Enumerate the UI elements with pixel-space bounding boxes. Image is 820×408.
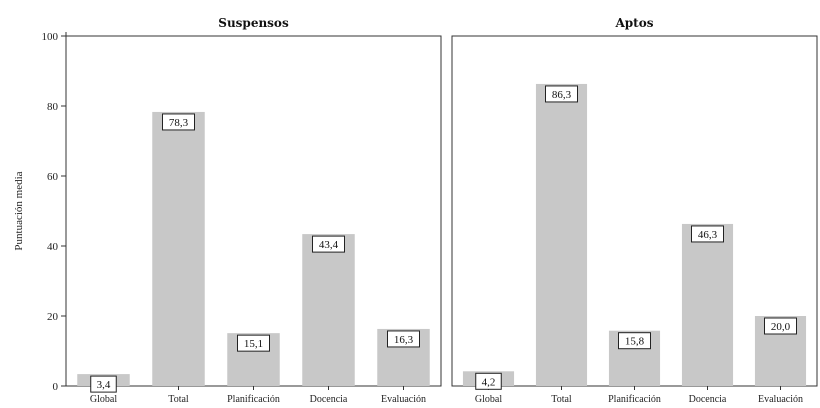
category-label: Total bbox=[551, 394, 572, 405]
y-tick-label: 20 bbox=[47, 311, 59, 323]
bar bbox=[535, 83, 588, 386]
data-label: 43,4 bbox=[319, 239, 339, 251]
data-label: 4,2 bbox=[482, 376, 496, 388]
data-label: 20,0 bbox=[771, 321, 791, 333]
bar bbox=[302, 234, 355, 386]
category-label: Global bbox=[475, 394, 502, 405]
data-label-box bbox=[90, 375, 117, 393]
bar bbox=[152, 111, 205, 386]
data-label: 15,8 bbox=[625, 336, 645, 348]
data-label-box bbox=[475, 372, 502, 390]
data-label-box bbox=[312, 235, 345, 253]
data-label: 15,1 bbox=[244, 338, 263, 350]
category-label: Evaluación bbox=[758, 394, 803, 405]
panel-aptos: Aptos Global 4,2 Total 86,3 Planificación 15,8… bbox=[451, 16, 818, 405]
category-label: Evaluación bbox=[381, 394, 426, 405]
category-label: Planificación bbox=[227, 394, 280, 405]
data-label-box bbox=[545, 85, 578, 103]
category-label: Planificación bbox=[608, 394, 661, 405]
y-axis: 0 20 40 60 80 100 bbox=[42, 31, 67, 393]
data-label-box bbox=[618, 332, 651, 350]
panel-title: Suspensos bbox=[218, 16, 289, 30]
y-tick-label: 40 bbox=[47, 241, 59, 253]
category-label: Docencia bbox=[310, 394, 348, 405]
y-axis-label: Puntuación media bbox=[13, 171, 25, 250]
data-label-box bbox=[764, 317, 797, 335]
data-label-box bbox=[162, 113, 195, 131]
y-tick-label: 80 bbox=[47, 101, 59, 113]
data-label-box bbox=[691, 225, 724, 243]
category-label: Total bbox=[168, 394, 189, 405]
y-tick-label: 0 bbox=[53, 381, 59, 393]
bar bbox=[681, 223, 734, 386]
category-label: Docencia bbox=[689, 394, 727, 405]
y-tick-label: 100 bbox=[42, 31, 59, 43]
data-label: 16,3 bbox=[394, 334, 414, 346]
panel-title: Aptos bbox=[614, 16, 653, 30]
data-label: 86,3 bbox=[552, 89, 572, 101]
data-label: 3,4 bbox=[97, 379, 111, 391]
data-label: 46,3 bbox=[698, 229, 718, 241]
y-tick-label: 60 bbox=[47, 171, 59, 183]
panels: Suspensos Global 3,4 Total 78,3 Planificación… bbox=[65, 16, 818, 405]
category-label: Global bbox=[90, 394, 117, 405]
data-label-box bbox=[387, 330, 420, 348]
panel-suspensos: Suspensos Global 3,4 Total 78,3 Planificación… bbox=[65, 16, 442, 405]
data-label-box bbox=[237, 334, 270, 352]
data-label: 78,3 bbox=[169, 117, 189, 129]
